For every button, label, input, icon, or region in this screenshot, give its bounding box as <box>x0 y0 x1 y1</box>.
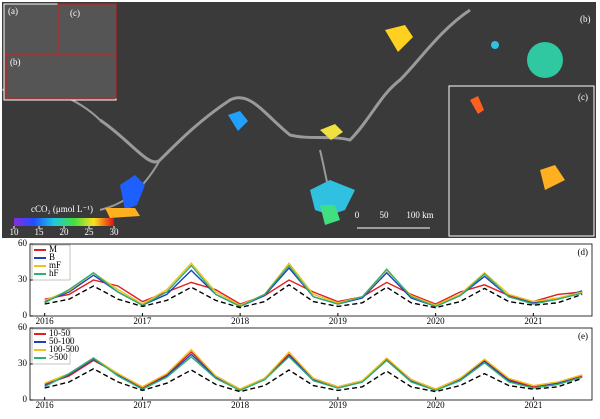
legend-label: 100-500 <box>49 344 79 354</box>
legend-label: >500 <box>49 352 68 362</box>
series-line <box>44 262 583 306</box>
inset-c <box>448 85 595 237</box>
y-tick-label: 60 <box>18 322 28 332</box>
legend-label: 10-50 <box>49 328 70 338</box>
map-label: (a) <box>8 6 18 16</box>
colorbar-tick-label: 20 <box>60 227 70 237</box>
legend-label: M <box>49 244 57 254</box>
x-tick-label: 2019 <box>329 400 348 410</box>
y-tick-label: 60 <box>18 238 28 248</box>
map-label: (c) <box>578 92 588 102</box>
scale-label: 0 <box>355 210 360 220</box>
legend-label: B <box>49 252 55 262</box>
lake <box>470 96 484 114</box>
y-tick-label: 0 <box>23 310 28 320</box>
series-line <box>44 348 583 390</box>
x-tick-label: 2018 <box>231 316 250 326</box>
x-tick-label: 2021 <box>524 316 542 326</box>
series-line <box>44 355 583 392</box>
x-tick-label: 2017 <box>133 400 152 410</box>
lake <box>105 208 140 218</box>
reference-line <box>44 283 583 309</box>
panel-label: (e) <box>578 331 588 341</box>
legend-label: mF <box>49 260 61 270</box>
x-tick-label: 2016 <box>36 400 55 410</box>
x-tick-label: 2016 <box>36 316 55 326</box>
colorbar-tick-label: 15 <box>35 227 45 237</box>
lake <box>120 175 145 210</box>
series-line <box>44 279 583 305</box>
scale-label: 50 <box>380 210 390 220</box>
legend-label: 50-100 <box>49 336 75 346</box>
panel-label: (d) <box>578 247 589 257</box>
colorbar <box>14 218 114 226</box>
lake <box>228 111 248 131</box>
lake <box>385 25 413 52</box>
colorbar-title: cCO₂ (μmol L⁻¹) <box>31 204 93 214</box>
y-tick-label: 30 <box>18 274 28 284</box>
map-label: (c) <box>70 8 80 18</box>
lake <box>320 205 340 225</box>
x-tick-label: 2020 <box>427 316 446 326</box>
x-tick-label: 2019 <box>329 316 348 326</box>
colorbar-tick-label: 25 <box>85 227 95 237</box>
lake <box>491 41 499 49</box>
inset-a-box <box>5 53 117 99</box>
lake <box>320 124 343 140</box>
legend-box <box>31 328 71 365</box>
inset-a <box>3 3 117 101</box>
plot-frame <box>29 327 593 401</box>
x-tick-label: 2020 <box>427 400 446 410</box>
plot-frame <box>29 243 593 317</box>
legend-box <box>31 244 71 281</box>
colorbar-tick-label: 10 <box>10 227 20 237</box>
x-tick-label: 2021 <box>524 400 542 410</box>
series-line <box>44 264 583 308</box>
colorbar-tick-label: 30 <box>110 227 120 237</box>
y-tick-label: 30 <box>18 358 28 368</box>
lake <box>540 165 565 190</box>
legend-label: hF <box>49 268 59 278</box>
x-tick-label: 2017 <box>133 316 152 326</box>
map: (a) (c) (b) (b) (c) cCO₂ (μmol L⁻¹) 0 50… <box>1 2 596 238</box>
reference-line <box>44 368 583 393</box>
scale-label: 100 km <box>406 210 433 220</box>
y-tick-label: 0 <box>23 394 28 404</box>
map-label: (b) <box>580 14 591 24</box>
lake <box>527 42 563 78</box>
map-label: (b) <box>10 57 21 67</box>
x-tick-label: 2018 <box>231 400 250 410</box>
